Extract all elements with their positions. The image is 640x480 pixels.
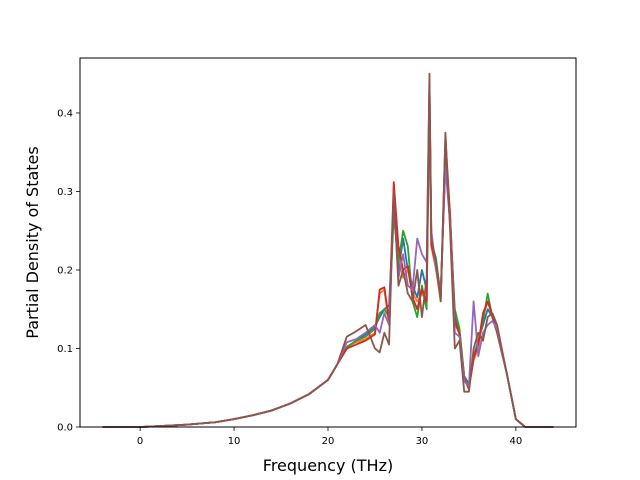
series-line-6 <box>102 72 554 428</box>
x-tick-label: 40 <box>510 436 523 447</box>
y-tick-label: 0.4 <box>57 108 73 119</box>
y-tick-label: 0.1 <box>57 344 73 355</box>
x-tick-label: 0 <box>137 436 143 447</box>
y-axis: 0.0 0.1 0.2 0.3 0.4 <box>57 108 80 434</box>
y-axis-title: Partial Density of States <box>23 146 42 338</box>
x-axis-title: Frequency (THz) <box>263 456 393 475</box>
x-tick-label: 30 <box>416 436 429 447</box>
y-tick-label: 0.3 <box>57 187 73 198</box>
y-tick-label: 0.0 <box>57 423 73 434</box>
x-axis: 0 10 20 30 40 <box>137 427 522 447</box>
x-tick-label: 20 <box>322 436 335 447</box>
series-layer <box>102 72 554 428</box>
x-tick-label: 10 <box>228 436 241 447</box>
y-tick-label: 0.2 <box>57 265 73 276</box>
